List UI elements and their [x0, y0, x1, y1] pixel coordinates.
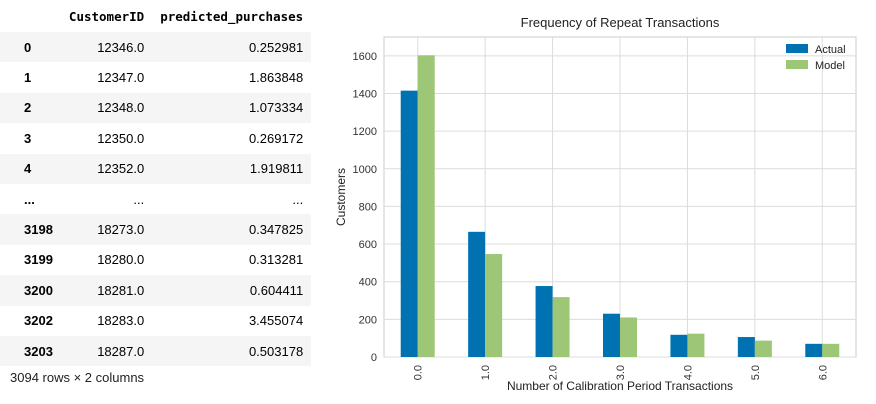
- predicted-cell: 0.604411: [249, 282, 304, 298]
- customer-id-cell: 18281.0: [97, 282, 145, 298]
- bar-actual-1.0: [468, 231, 486, 357]
- x-tick-label: 1.0: [480, 365, 492, 380]
- bar-model-1.0: [485, 254, 503, 357]
- customer-id-cell: 12348.0: [97, 100, 145, 116]
- row-index: 2: [24, 100, 32, 116]
- row-index: 3199: [24, 252, 53, 268]
- table-row: 0 12346.0 0.252981: [0, 32, 312, 63]
- table-row: 3 12350.0 0.269172: [0, 123, 312, 154]
- y-tick-label: 1400: [353, 88, 377, 100]
- table-header-row: CustomerID predicted_purchases: [0, 0, 311, 32]
- y-tick-label: 800: [359, 201, 377, 213]
- row-index: 3198: [24, 222, 53, 238]
- legend-label-actual: Actual: [815, 44, 846, 56]
- y-tick-label: 1200: [353, 126, 377, 138]
- dataframe-shape-text: 3094 rows × 2 columns: [10, 370, 145, 385]
- y-tick-label: 200: [359, 314, 377, 326]
- predicted-cell: 1.863848: [248, 70, 304, 86]
- index-header: [0, 0, 61, 32]
- legend-swatch-actual: [786, 44, 808, 53]
- predicted-cell: 0.347825: [248, 222, 304, 238]
- row-index: 3200: [24, 282, 53, 298]
- x-tick-label: 0.0: [413, 365, 425, 380]
- table-row: 3202 18283.0 3.455074: [0, 305, 312, 336]
- predicted-cell: 0.252981: [248, 39, 304, 55]
- x-tick-label: 6.0: [817, 365, 829, 380]
- y-tick-label: 600: [359, 239, 377, 251]
- predicted-cell: 0.313281: [248, 252, 304, 268]
- table-row: 1 12347.0 1.863848: [0, 62, 312, 93]
- predicted-cell: 0.269172: [248, 130, 304, 146]
- row-index: 0: [24, 39, 32, 55]
- bar-model-6.0: [822, 343, 840, 357]
- customer-id-cell: 18287.0: [97, 343, 145, 359]
- bars: [400, 55, 840, 358]
- table-row: 4 12352.0 1.919811: [0, 153, 312, 184]
- bar-model-5.0: [754, 340, 772, 357]
- table-row: .........: [0, 183, 312, 215]
- x-tick-label: 3.0: [615, 365, 627, 380]
- row-index: 3: [24, 130, 32, 146]
- y-tick-label: 0: [371, 352, 377, 364]
- y-tick-label: 1000: [353, 164, 377, 176]
- row-index: ...: [24, 191, 35, 207]
- repeat-transactions-chart: Frequency of Repeat Transactions 0 200 400…: [334, 15, 857, 393]
- customer-id-cell: 18280.0: [97, 252, 145, 268]
- row-index: 4: [24, 161, 32, 177]
- y-axis-ticks: 0 200 400 600 800 1000 1200 1400 1600: [353, 51, 377, 364]
- row-index: 3203: [24, 343, 53, 359]
- table-row: 3203 18287.0 0.503178: [0, 335, 312, 367]
- table-row: 2 12348.0 1.073334: [0, 92, 312, 124]
- x-tick-label: 2.0: [548, 365, 560, 380]
- bar-actual-4.0: [670, 334, 688, 357]
- bar-actual-0.0: [400, 90, 418, 357]
- table-row: 3198 18273.0 0.347825: [0, 214, 312, 245]
- legend-swatch-model: [786, 60, 808, 69]
- predicted-cell: ...: [292, 191, 304, 207]
- x-axis-label: Number of Calibration Period Transaction…: [507, 379, 733, 393]
- chart-title: Frequency of Repeat Transactions: [521, 15, 720, 30]
- dataframe-output: CustomerID predicted_purchases 0 12346.0 0…: [0, 0, 312, 367]
- dataframe-table: CustomerID predicted_purchases 0 12346.0 0…: [0, 0, 312, 367]
- chart-legend: Actual Model: [786, 44, 846, 72]
- customer-id-cell: 18283.0: [97, 313, 145, 329]
- bar-actual-5.0: [737, 337, 755, 357]
- row-index: 3202: [24, 313, 53, 329]
- y-tick-label: 1600: [353, 51, 377, 63]
- row-index: 1: [24, 70, 32, 86]
- table-row: 3200 18281.0 0.604411: [0, 275, 312, 306]
- bar-actual-2.0: [535, 286, 553, 357]
- bar-actual-3.0: [603, 313, 620, 357]
- customer-id-cell: ...: [133, 191, 145, 207]
- bar-model-0.0: [417, 55, 435, 358]
- legend-label-model: Model: [815, 60, 845, 72]
- table-body: 0 12346.0 0.252981 1 12347.0 1.863848 2 12348…: [0, 32, 312, 367]
- predicted-cell: 3.455074: [248, 313, 304, 329]
- predicted-cell: 1.919811: [249, 161, 304, 177]
- customer-id-cell: 12352.0: [97, 161, 145, 177]
- bar-actual-6.0: [805, 343, 823, 357]
- table-row: 3199 18280.0 0.313281: [0, 244, 312, 276]
- customer-id-cell: 18273.0: [97, 222, 145, 238]
- predicted-purchases-header: predicted_purchases: [160, 8, 304, 24]
- customer-id-cell: 12350.0: [97, 130, 145, 146]
- customer-id-cell: 12347.0: [97, 70, 145, 86]
- bar-model-3.0: [620, 317, 637, 357]
- x-axis-ticks: 0.0 1.0 2.0 3.0 4.0 5.0 6.0: [413, 365, 830, 380]
- x-tick-label: 5.0: [750, 365, 762, 380]
- x-tick-label: 4.0: [682, 365, 694, 380]
- predicted-cell: 0.503178: [248, 343, 304, 359]
- predicted-cell: 1.073334: [248, 100, 304, 116]
- y-axis-label: Customers: [334, 168, 348, 226]
- y-tick-label: 400: [359, 277, 377, 289]
- customer-id-header: CustomerID: [68, 8, 145, 24]
- bar-model-2.0: [552, 297, 570, 357]
- customer-id-cell: 12346.0: [97, 39, 145, 55]
- bar-model-4.0: [687, 333, 705, 357]
